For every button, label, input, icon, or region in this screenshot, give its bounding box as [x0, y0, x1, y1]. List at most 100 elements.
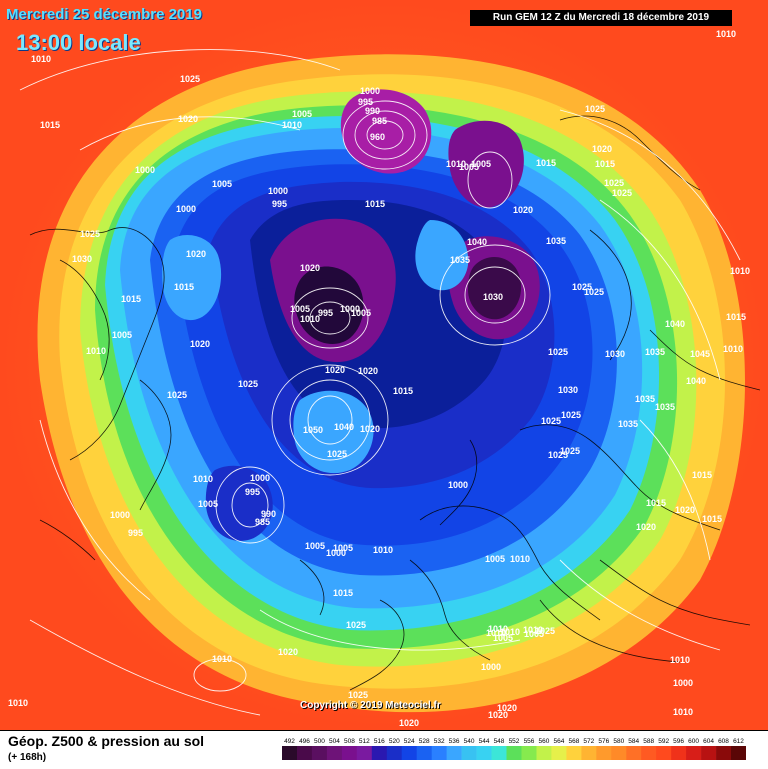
r66: 995: [128, 528, 143, 538]
r15: 995: [272, 199, 287, 209]
r94: 1010: [716, 29, 736, 39]
r29: 1010: [86, 346, 106, 356]
scale-tick-label: 572: [583, 738, 594, 745]
legend-subtitle: (+ 168h): [8, 752, 47, 763]
scale-swatch: [641, 746, 657, 760]
r93: 1005: [471, 159, 491, 169]
scale-tick-label: 612: [733, 738, 744, 745]
scale-swatch: [401, 746, 417, 760]
r45: 1035: [635, 394, 655, 404]
color-scale: 492 496 500 504 508 512 516 520 524 528 532 536 540 5…: [282, 738, 746, 760]
scale-tick-label: 576: [598, 738, 609, 745]
scale-swatch: [731, 746, 746, 760]
r90: 1015: [702, 514, 722, 524]
scale-tick-label: 592: [658, 738, 669, 745]
scale-tick-label: 556: [524, 738, 535, 745]
scale-swatch: [356, 746, 373, 760]
scale-swatch: [536, 746, 552, 760]
r108: 1010: [488, 624, 508, 634]
r2: 1005: [292, 109, 312, 119]
coastlines: [29, 115, 761, 691]
r101: 1010: [8, 698, 28, 708]
r99: 1025: [572, 282, 592, 292]
r31: 1015: [174, 282, 194, 292]
scale-tick-label: 560: [538, 738, 549, 745]
r68: 1010: [373, 545, 393, 555]
scale-swatch: [341, 746, 358, 760]
r37: 1030: [483, 292, 503, 302]
scale-swatch: [491, 746, 507, 760]
r106: 1025: [535, 626, 555, 636]
r103: 1020: [300, 263, 320, 273]
r16: 1015: [365, 199, 385, 209]
r92: 1010: [723, 344, 743, 354]
r25: 1030: [72, 254, 92, 264]
r58: 1000: [250, 473, 270, 483]
r52: 1050: [303, 425, 323, 435]
r13: 1000: [268, 186, 288, 196]
r49: 1025: [548, 450, 568, 460]
r50: 1035: [618, 419, 638, 429]
scale-tick-label: 584: [628, 738, 639, 745]
r28: 1005: [112, 330, 132, 340]
r33: 1015: [121, 294, 141, 304]
r105: 1020: [497, 703, 517, 713]
r110: 1015: [595, 159, 615, 169]
r84: 1000: [673, 678, 693, 688]
r9: 985: [372, 116, 387, 126]
r111: 1020: [358, 366, 378, 376]
r76: 1025: [348, 690, 368, 700]
r104: 1025: [167, 390, 187, 400]
forecast-date: Mercredi 25 décembre 2019: [6, 6, 202, 23]
scale-tick-label: 536: [449, 738, 460, 745]
r95: 1005: [290, 304, 310, 314]
scale-swatch: [686, 746, 702, 760]
r64: 1010: [193, 474, 213, 484]
scale-tick-label: 568: [568, 738, 579, 745]
r55: 1015: [393, 386, 413, 396]
scale-tick-label: 540: [464, 738, 475, 745]
r57: 1020: [325, 365, 345, 375]
scale-tick-label: 512: [359, 738, 370, 745]
r72: 1015: [333, 588, 353, 598]
r5: 1020: [178, 114, 198, 124]
scale-swatch: [656, 746, 672, 760]
r53: 1025: [327, 449, 347, 459]
r19: 1020: [592, 144, 612, 154]
scale-swatch: [311, 746, 328, 760]
r89: 1020: [636, 522, 656, 532]
r98: 1010: [300, 314, 320, 324]
scale-tick-label: 500: [314, 738, 325, 745]
r11: 1000: [135, 165, 155, 175]
scale-tick-label: 604: [703, 738, 714, 745]
r17: 1025: [80, 229, 100, 239]
r60: 990: [261, 509, 276, 519]
scale-tick-label: 504: [329, 738, 340, 745]
r27: 1015: [726, 312, 746, 322]
r3: 1010: [282, 120, 302, 130]
r40: 1030: [605, 349, 625, 359]
scale-tick-label: 544: [479, 738, 490, 745]
scale-tick-label: 608: [718, 738, 729, 745]
r91: 1010: [730, 266, 750, 276]
r69: 1000: [326, 548, 346, 558]
r12: 1005: [212, 179, 232, 189]
scale-swatch: [716, 746, 732, 760]
r46: 1035: [655, 402, 675, 412]
r77: 1020: [399, 718, 419, 728]
scale-tick-label: 552: [509, 738, 520, 745]
r97: 995: [318, 308, 333, 318]
r112: 1025: [561, 410, 581, 420]
r51: 1040: [334, 422, 354, 432]
scale-tick-label: 596: [673, 738, 684, 745]
r56: 1025: [238, 379, 258, 389]
copyright-text: Copyright © 2019 Meteociel.fr: [300, 700, 441, 711]
scale-tick-label: 548: [494, 738, 505, 745]
isobar-labels: 1010 1025 1005 1010 1015 1020 1000 995 9…: [8, 29, 750, 728]
r100: 1005: [351, 308, 371, 318]
r35: 1040: [467, 237, 487, 247]
scale-swatch: [446, 746, 462, 760]
r39: 1025: [548, 347, 568, 357]
forecast-time: 13:00 locale: [16, 30, 141, 55]
scale-tick-label: 496: [299, 738, 310, 745]
